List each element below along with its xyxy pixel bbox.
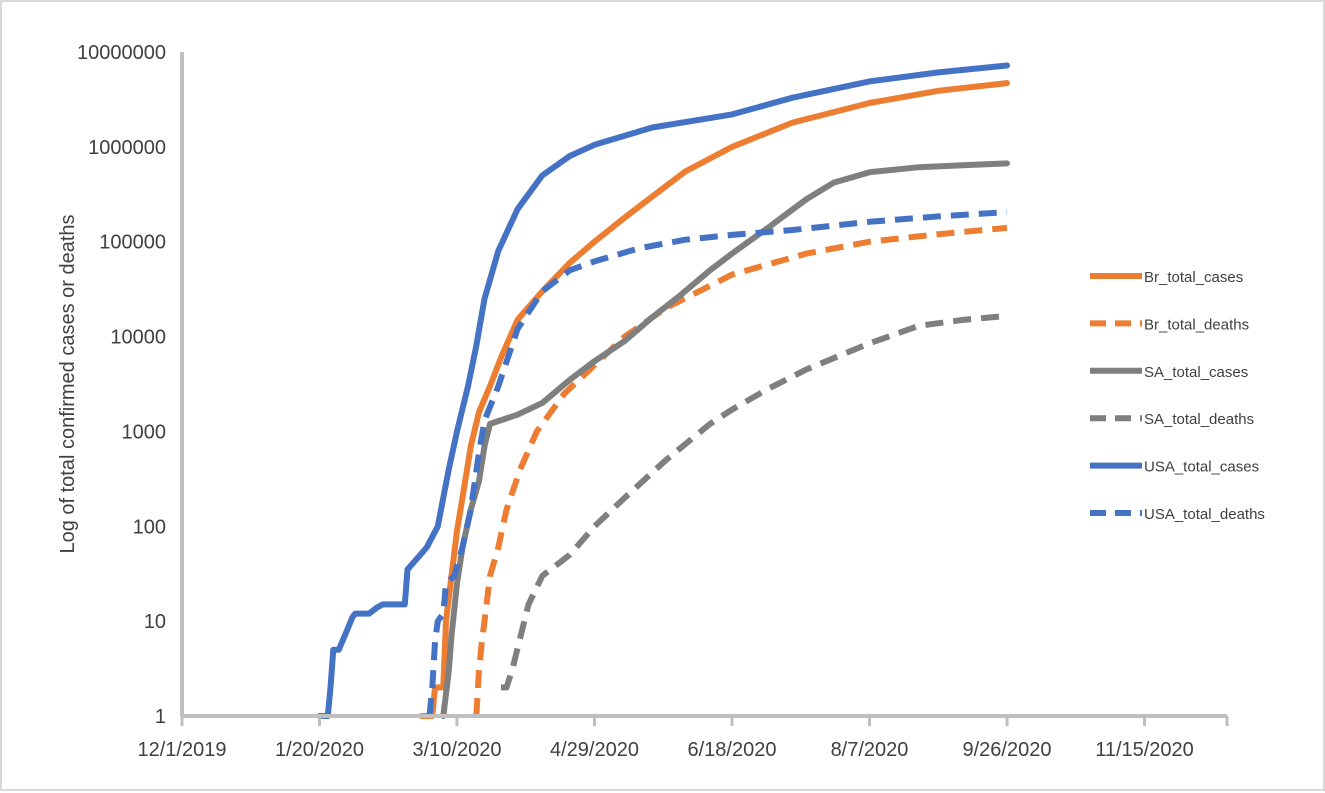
legend: Br_total_cases Br_total_deaths SA_total_ca…	[1090, 269, 1265, 523]
axes	[180, 52, 1227, 718]
x-tick-label: 8/7/2020	[831, 739, 909, 761]
series-line	[501, 312, 1008, 691]
x-tick-label: 12/1/2019	[138, 739, 227, 761]
y-axis-ticks: 1 10 100 1000 10000 100000 1000000 10000000	[77, 42, 166, 728]
y-tick-label: 1000	[122, 421, 167, 443]
y-tick-label: 1	[155, 706, 166, 728]
y-tick-label: 10000000	[77, 42, 166, 64]
series-line	[426, 209, 1008, 717]
x-tick-label: 1/20/2020	[275, 739, 364, 761]
x-axis-ticks: 12/1/2019 1/20/2020 3/10/2020 4/29/2020 6/18…	[138, 716, 1229, 761]
y-tick-label: 100	[133, 516, 166, 538]
y-tick-label: 1000000	[88, 137, 166, 159]
legend-label: USA_total_cases	[1144, 459, 1259, 476]
y-tick-label: 100000	[99, 232, 166, 254]
x-tick-label: 4/29/2020	[550, 739, 639, 761]
y-axis-title: Log of total confirmed cases or deaths	[57, 214, 79, 553]
x-tick-label: 6/18/2020	[688, 739, 777, 761]
plot-area	[316, 62, 1010, 719]
x-tick-label: 9/26/2020	[963, 739, 1052, 761]
x-tick-label: 3/10/2020	[413, 739, 502, 761]
legend-label: SA_total_cases	[1144, 364, 1248, 381]
legend-label: Br_total_deaths	[1144, 316, 1249, 333]
series-line	[473, 224, 1008, 717]
x-tick-label: 11/15/2020	[1095, 739, 1194, 761]
series-line	[440, 160, 1010, 719]
legend-label: SA_total_deaths	[1144, 411, 1254, 428]
y-tick-label: 10000	[110, 327, 166, 349]
legend-label: Br_total_cases	[1144, 269, 1243, 286]
legend-label: USA_total_deaths	[1144, 506, 1265, 523]
series-line	[418, 80, 1010, 719]
y-tick-label: 10	[144, 611, 166, 633]
series-line	[316, 62, 1010, 719]
